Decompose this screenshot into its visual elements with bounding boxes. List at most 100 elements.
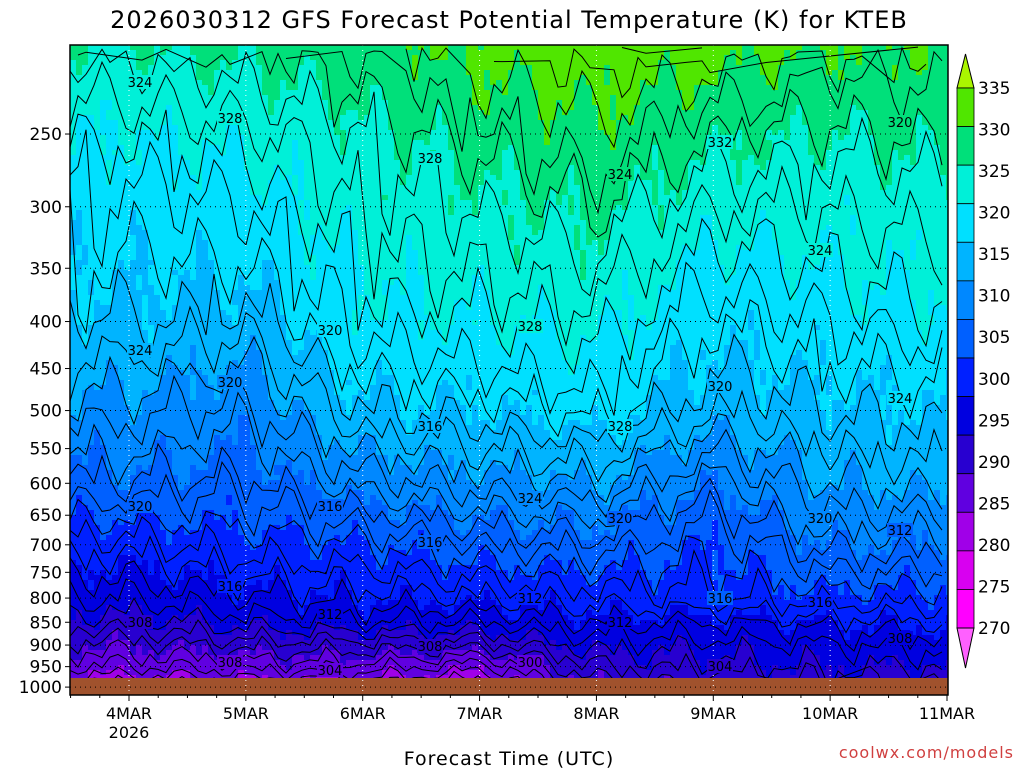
- field-cell: [928, 100, 935, 106]
- field-cell: [946, 50, 953, 56]
- field-cell: [820, 110, 827, 116]
- field-cell: [196, 70, 203, 76]
- field-cell: [196, 115, 203, 121]
- field-cell: [862, 90, 869, 96]
- field-cell: [82, 105, 89, 111]
- field-cell: [904, 110, 911, 116]
- field-cell: [646, 90, 653, 96]
- field-cell: [814, 80, 821, 86]
- field-cell: [646, 85, 653, 91]
- field-cell: [922, 70, 929, 76]
- field-cell: [664, 85, 671, 91]
- field-cell: [256, 115, 263, 121]
- field-cell: [376, 120, 383, 126]
- field-cell: [790, 115, 797, 121]
- field-cell: [166, 90, 173, 96]
- field-cell: [202, 70, 209, 76]
- field-cell: [334, 70, 341, 76]
- field-cell: [544, 90, 551, 96]
- field-cell: [484, 70, 491, 76]
- field-cell: [220, 75, 227, 81]
- field-cell: [742, 75, 749, 81]
- field-cell: [298, 90, 305, 96]
- field-cell: [760, 45, 767, 51]
- field-cell: [526, 95, 533, 101]
- field-cell: [850, 45, 857, 51]
- field-cell: [436, 60, 443, 66]
- field-cell: [76, 90, 83, 96]
- field-cell: [928, 115, 935, 121]
- field-cell: [604, 55, 611, 61]
- field-cell: [478, 90, 485, 96]
- field-cell: [610, 60, 617, 66]
- field-cell: [76, 60, 83, 66]
- field-cell: [670, 55, 677, 61]
- field-cell: [274, 100, 281, 106]
- field-cell: [808, 50, 815, 56]
- field-cell: [946, 60, 953, 66]
- field-cell: [610, 80, 617, 86]
- field-cell: [490, 65, 497, 71]
- field-cell: [892, 85, 899, 91]
- field-cell: [664, 65, 671, 71]
- field-cell: [520, 100, 527, 106]
- field-cell: [880, 95, 887, 101]
- field-cell: [760, 100, 767, 106]
- field-cell: [334, 90, 341, 96]
- field-cell: [874, 95, 881, 101]
- field-cell: [934, 65, 941, 71]
- field-cell: [286, 110, 293, 116]
- field-cell: [406, 45, 413, 51]
- field-cell: [430, 85, 437, 91]
- field-cell: [346, 115, 353, 121]
- field-cell: [454, 45, 461, 51]
- field-cell: [736, 45, 743, 51]
- field-cell: [688, 50, 695, 56]
- field-cell: [112, 115, 119, 121]
- field-cell: [292, 60, 299, 66]
- field-cell: [184, 60, 191, 66]
- field-cell: [682, 110, 689, 116]
- field-cell: [424, 65, 431, 71]
- field-cell: [322, 95, 329, 101]
- field-cell: [76, 85, 83, 91]
- field-cell: [136, 60, 143, 66]
- field-cell: [76, 75, 83, 81]
- field-cell: [754, 80, 761, 86]
- field-cell: [250, 120, 257, 126]
- field-cell: [226, 100, 233, 106]
- field-cell: [238, 50, 245, 56]
- field-cell: [142, 95, 149, 101]
- field-cell: [910, 105, 917, 111]
- field-cell: [454, 50, 461, 56]
- field-cell: [676, 65, 683, 71]
- field-cell: [160, 60, 167, 66]
- field-cell: [916, 50, 923, 56]
- field-cell: [592, 80, 599, 86]
- field-cell: [394, 120, 401, 126]
- field-cell: [250, 45, 257, 51]
- field-cell: [268, 45, 275, 51]
- field-cell: [358, 45, 365, 51]
- field-cell: [286, 105, 293, 111]
- field-cell: [286, 80, 293, 86]
- field-cell: [208, 45, 215, 51]
- field-cell: [562, 100, 569, 106]
- field-cell: [526, 110, 533, 116]
- field-cell: [736, 60, 743, 66]
- field-cell: [820, 115, 827, 121]
- field-cell: [604, 60, 611, 66]
- field-cell: [634, 115, 641, 121]
- field-cell: [400, 75, 407, 81]
- field-cell: [274, 80, 281, 86]
- field-cell: [562, 45, 569, 51]
- field-cell: [190, 45, 197, 51]
- field-cell: [778, 80, 785, 86]
- field-cell: [940, 105, 947, 111]
- field-cell: [304, 65, 311, 71]
- field-cell: [664, 90, 671, 96]
- field-cell: [622, 55, 629, 61]
- field-cell: [724, 50, 731, 56]
- field-cell: [286, 45, 293, 51]
- field-cell: [430, 90, 437, 96]
